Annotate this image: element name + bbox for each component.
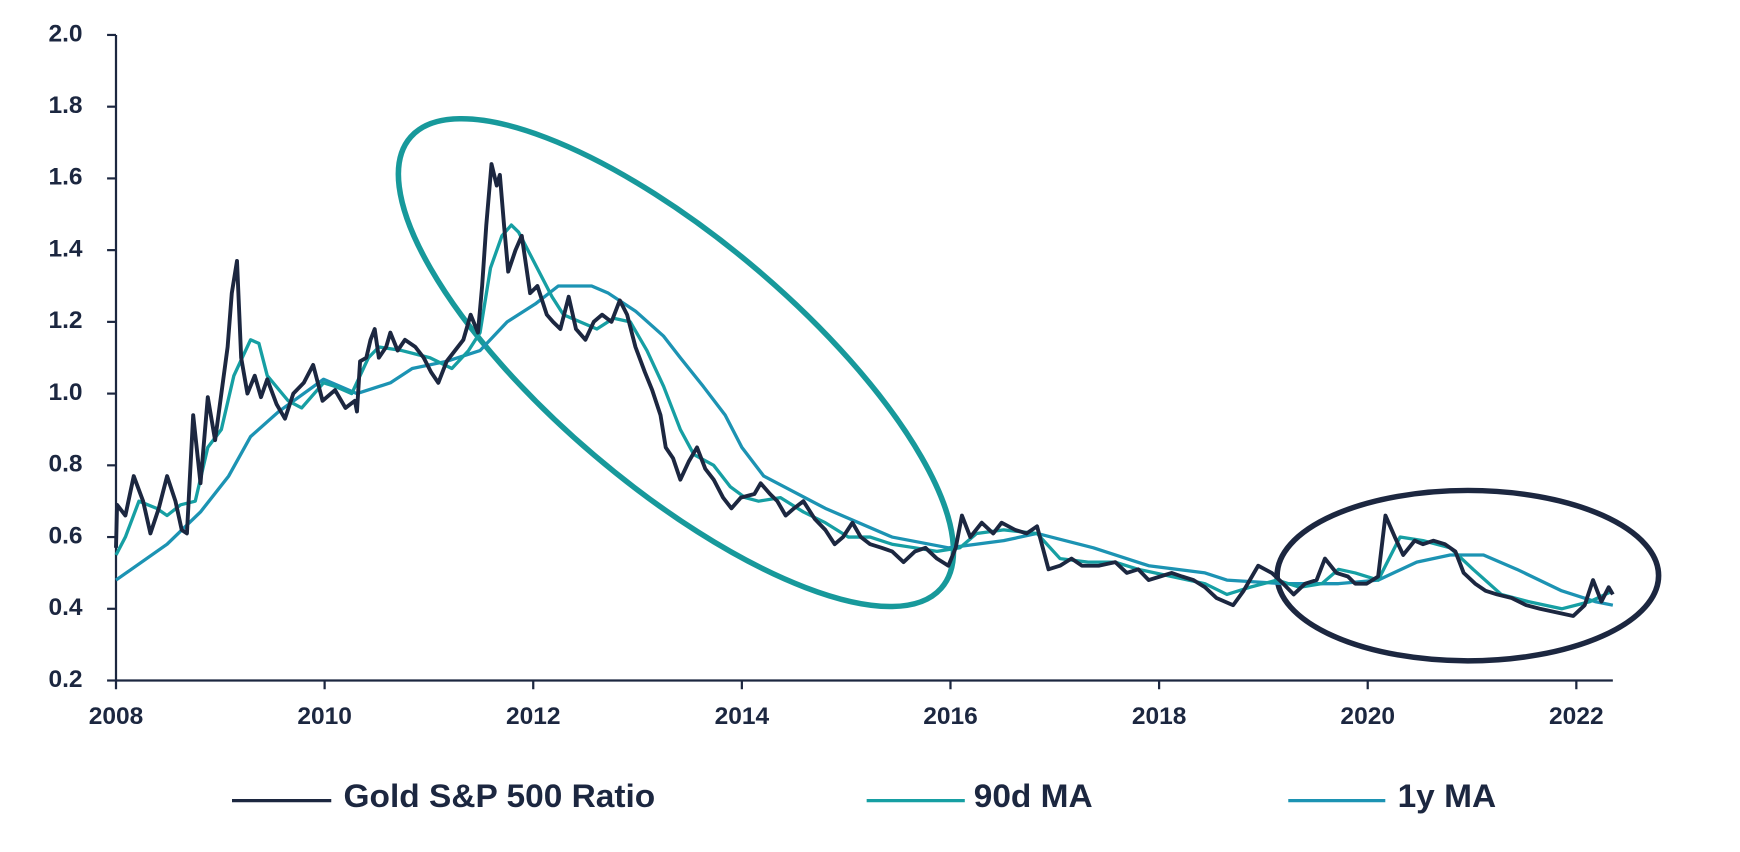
x-tick-label: 2022 bbox=[1549, 703, 1604, 730]
x-tick-label: 2014 bbox=[715, 703, 770, 730]
y-tick-label: 1.6 bbox=[48, 164, 82, 191]
legend-label: 1y MA bbox=[1398, 778, 1497, 815]
y-tick-label: 1.0 bbox=[48, 379, 82, 406]
x-tick-label: 2020 bbox=[1340, 703, 1395, 730]
y-tick-label: 1.8 bbox=[48, 92, 82, 119]
legend-label: Gold S&P 500 Ratio bbox=[344, 778, 656, 815]
y-tick-label: 1.4 bbox=[48, 236, 83, 263]
y-tick-label: 0.8 bbox=[48, 451, 82, 478]
x-tick-label: 2016 bbox=[923, 703, 978, 730]
y-tick-label: 1.2 bbox=[48, 307, 82, 334]
x-tick-label: 2012 bbox=[506, 703, 561, 730]
series-line bbox=[114, 162, 1615, 618]
highlight-ellipse bbox=[395, 116, 957, 610]
x-tick-label: 2010 bbox=[297, 703, 352, 730]
x-tick-label: 2008 bbox=[89, 703, 144, 730]
x-tick-label: 2018 bbox=[1132, 703, 1187, 730]
y-tick-label: 2.0 bbox=[48, 21, 82, 48]
series-line bbox=[114, 223, 1614, 611]
legend-label: 90d MA bbox=[974, 778, 1093, 815]
y-tick-label: 0.6 bbox=[48, 523, 82, 550]
y-tick-label: 0.4 bbox=[48, 594, 83, 621]
y-tick-label: 0.2 bbox=[48, 666, 82, 693]
